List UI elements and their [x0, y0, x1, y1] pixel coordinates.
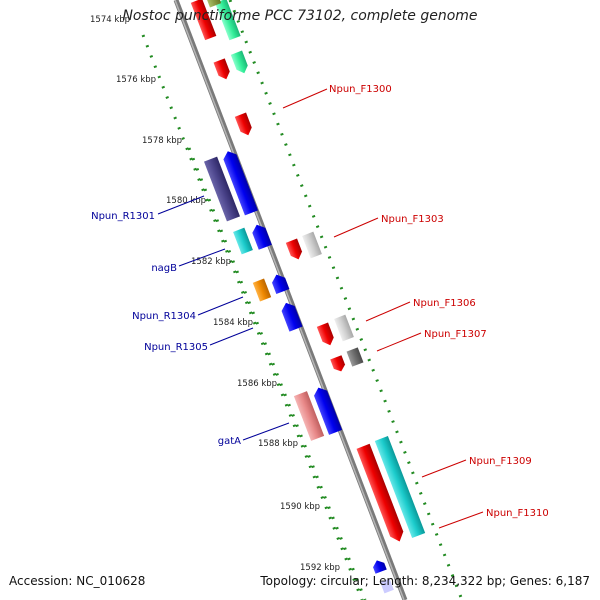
- gene-arrow[interactable]: [380, 578, 394, 594]
- gene-arrow[interactable]: [234, 112, 254, 138]
- gene-label-gata[interactable]: gatA: [218, 436, 241, 447]
- gene-arrow[interactable]: [371, 558, 387, 574]
- leader-nagb: [178, 248, 226, 267]
- gene-arrow[interactable]: [312, 385, 343, 435]
- leader-npun-f1307: [376, 332, 422, 352]
- gene-arrow[interactable]: [215, 0, 241, 41]
- genome-title: Nostoc punctiforme PCC 73102, complete g…: [122, 8, 478, 24]
- gene-arrow-gata[interactable]: [293, 391, 325, 441]
- gene-label-npun-f1300[interactable]: Npun_F1300: [329, 84, 392, 95]
- gene-arrow[interactable]: [250, 222, 272, 250]
- leader-npun-f1306: [365, 301, 411, 322]
- gene-arrow-npun-f1307[interactable]: [330, 355, 347, 373]
- tick-label: 1592 kbp: [300, 563, 340, 573]
- tick-label: 1582 kbp: [191, 257, 231, 267]
- gene-labels: Npun_F1300 Npun_F1303 Npun_F1306 Npun_F1…: [91, 84, 549, 519]
- label-leaders: [157, 88, 484, 529]
- accession-text: Accession: NC_010628: [9, 574, 146, 588]
- gene-features: [190, 0, 426, 594]
- gene-arrow[interactable]: [270, 272, 290, 294]
- gene-arrow[interactable]: [334, 314, 354, 342]
- leader-npun-r1301: [157, 195, 205, 215]
- genome-summary-text: Topology: circular; Length: 8,234,322 bp…: [260, 574, 590, 588]
- outer-left-track: [141, 34, 364, 600]
- leader-npun-f1309: [421, 459, 467, 478]
- gene-arrow-npun-f1310[interactable]: [374, 435, 426, 539]
- gene-arrow[interactable]: [302, 231, 322, 259]
- leader-npun-r1304: [197, 296, 244, 316]
- gene-label-nagb[interactable]: nagB: [151, 263, 177, 274]
- tick-tracks: [141, 0, 464, 600]
- gene-arrow[interactable]: [190, 0, 217, 41]
- gene-label-npun-f1310[interactable]: Npun_F1310: [486, 508, 549, 519]
- leader-gata: [242, 422, 290, 441]
- gene-arrow[interactable]: [213, 58, 232, 81]
- tick-label: 1576 kbp: [116, 75, 156, 85]
- leader-npun-f1303: [333, 217, 379, 238]
- tick-label: 1586 kbp: [237, 379, 277, 389]
- gene-arrow[interactable]: [202, 0, 222, 8]
- gene-label-npun-f1309[interactable]: Npun_F1309: [469, 456, 532, 467]
- gene-arrow-npun-f1306[interactable]: [316, 322, 336, 348]
- gene-label-npun-r1301[interactable]: Npun_R1301: [91, 211, 155, 222]
- gene-label-npun-f1303[interactable]: Npun_F1303: [381, 214, 444, 225]
- inner-left-track: [187, 147, 367, 600]
- kbp-tick-labels: 1574 kbp 1576 kbp 1578 kbp 1580 kbp 1582…: [90, 15, 340, 573]
- genome-backbone: [173, 0, 408, 600]
- gene-label-npun-r1305[interactable]: Npun_R1305: [144, 342, 208, 353]
- gene-arrow[interactable]: [285, 238, 304, 262]
- gene-arrow[interactable]: [221, 149, 259, 216]
- gene-arrow-npun-r1305[interactable]: [279, 300, 303, 332]
- tick-label: 1588 kbp: [258, 439, 298, 449]
- genome-backbone-highlight: [174, 0, 405, 600]
- tick-label: 1574 kbp: [90, 15, 130, 25]
- tick-label: 1580 kbp: [166, 196, 206, 206]
- gene-arrow-npun-r1301[interactable]: [203, 156, 241, 222]
- gene-arrow[interactable]: [346, 347, 364, 367]
- gene-arrow[interactable]: [230, 50, 250, 76]
- tick-label: 1584 kbp: [213, 318, 253, 328]
- leader-npun-r1305: [209, 327, 254, 346]
- gene-label-npun-f1306[interactable]: Npun_F1306: [413, 298, 476, 309]
- leader-npun-f1310: [438, 511, 484, 529]
- gene-arrow-nagb[interactable]: [233, 227, 253, 255]
- gene-arrow-npun-f1309[interactable]: [356, 443, 407, 544]
- leader-npun-f1300: [282, 88, 328, 109]
- gene-label-npun-f1307[interactable]: Npun_F1307: [424, 329, 487, 340]
- gene-arrow-npun-r1304[interactable]: [252, 278, 272, 302]
- gene-label-npun-r1304[interactable]: Npun_R1304: [132, 311, 196, 322]
- tick-label: 1578 kbp: [142, 136, 182, 146]
- tick-label: 1590 kbp: [280, 502, 320, 512]
